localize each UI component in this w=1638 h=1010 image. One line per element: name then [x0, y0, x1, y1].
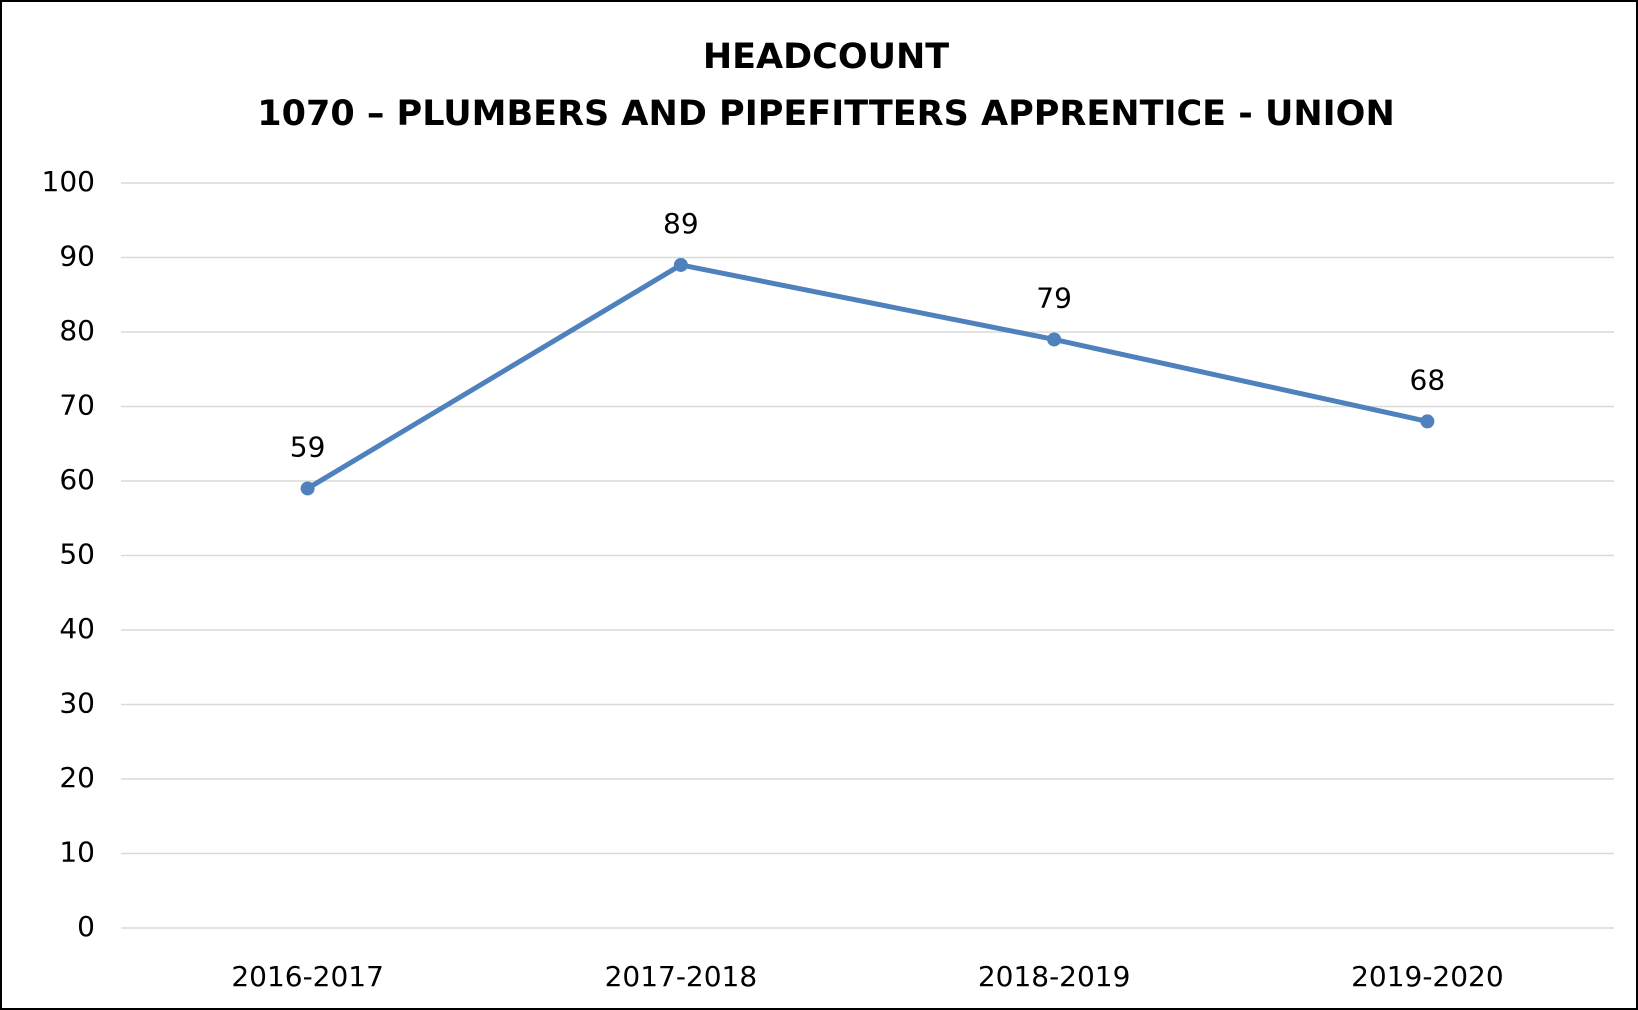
- y-tick-label: 100: [42, 165, 95, 198]
- y-tick-label: 50: [59, 538, 95, 571]
- x-tick-label: 2018-2019: [978, 960, 1131, 993]
- y-tick-label: 80: [59, 314, 95, 347]
- data-label: 79: [1036, 281, 1072, 314]
- marker: [300, 481, 315, 496]
- y-tick-label: 90: [59, 240, 95, 273]
- y-tick-label: 40: [59, 612, 95, 645]
- data-label: 89: [663, 207, 699, 240]
- data-label: 59: [290, 430, 326, 463]
- y-tick-label: 30: [59, 687, 95, 720]
- y-tick-label: 20: [59, 761, 95, 794]
- marker: [1420, 414, 1435, 429]
- y-tick-label: 60: [59, 463, 95, 496]
- y-tick-label: 0: [77, 910, 95, 943]
- data-label: 68: [1410, 363, 1446, 396]
- x-tick-label: 2019-2020: [1351, 960, 1504, 993]
- line: [306, 262, 1428, 491]
- y-tick-label: 70: [59, 389, 95, 422]
- chart-title: HEADCOUNT: [703, 37, 949, 77]
- marker: [1047, 332, 1062, 347]
- y-tick-label: 10: [59, 836, 95, 869]
- marker: [673, 257, 688, 272]
- chart-subtitle: 1070 – PLUMBERS AND PIPEFITTERS APPRENTI…: [257, 94, 1394, 134]
- x-tick-label: 2016-2017: [231, 960, 384, 993]
- x-tick-label: 2017-2018: [605, 960, 758, 993]
